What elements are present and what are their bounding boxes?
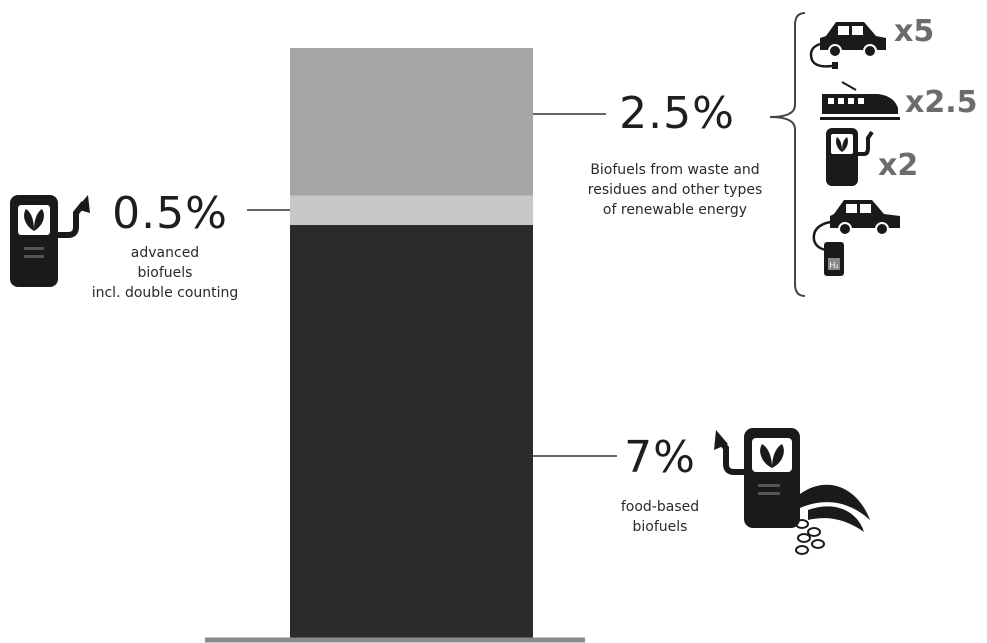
label-middle-line: incl. double counting — [91, 285, 239, 301]
multiplier-electric-train: x2.5 — [905, 85, 978, 120]
label-bottom-line: biofuels — [632, 519, 688, 535]
biofuel-pump-with-crops-icon — [714, 428, 870, 555]
bar-segment-0 — [290, 225, 533, 638]
electric-train-icon — [820, 81, 900, 120]
svg-text:H₂: H₂ — [829, 261, 838, 270]
stacked-bar — [290, 48, 533, 638]
label-middle-line: biofuels — [137, 265, 193, 281]
electric-car-icon — [809, 22, 886, 69]
label-bottom-line: food-based — [620, 499, 700, 515]
multiplier-bracket — [769, 12, 806, 297]
label-top-value: 2.5% — [619, 88, 735, 139]
multiplier-electric-car: x5 — [894, 14, 935, 49]
label-top-line: of renewable energy — [602, 202, 748, 218]
label-middle-description: advanced biofuels incl. double counting — [60, 243, 270, 303]
label-top-line: residues and other types — [587, 182, 763, 198]
multiplier-biofuel: x2 — [878, 148, 919, 183]
hydrogen-car-icon: H₂ — [812, 200, 900, 276]
label-top-description: Biofuels from waste and residues and oth… — [550, 160, 800, 220]
bar-segment-1 — [290, 195, 533, 225]
label-top-line: Biofuels from waste and — [590, 162, 760, 178]
label-bottom-description: food-based biofuels — [590, 497, 730, 537]
label-bottom-value: 7% — [624, 432, 696, 483]
biofuel-pump-icon — [826, 128, 874, 186]
biofuel-pump-icon — [10, 195, 90, 287]
label-middle-value: 0.5% — [112, 188, 228, 239]
bar-segment-2 — [290, 48, 533, 196]
label-middle-line: advanced — [130, 245, 200, 261]
